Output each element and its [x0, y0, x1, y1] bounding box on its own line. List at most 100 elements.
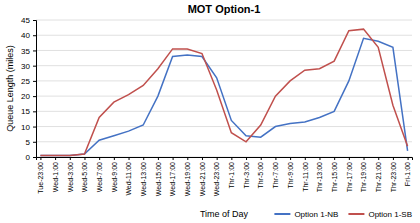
- x-tick-label: Thr-21:00: [375, 162, 382, 192]
- x-tick: Tue-23:00: [37, 157, 44, 194]
- x-tick-mark: [378, 157, 379, 160]
- grid-line: [36, 80, 412, 81]
- x-tick: Thr-1:00: [228, 157, 235, 188]
- x-tick: Wed-5:00: [81, 157, 88, 192]
- y-tick: 40: [21, 31, 36, 40]
- x-tick-mark: [319, 157, 320, 160]
- x-tick-mark: [393, 157, 394, 160]
- y-tick: 0: [26, 153, 36, 162]
- x-tick-label: Thr-7:00: [272, 162, 279, 189]
- legend-label: Option 1-NB: [294, 210, 338, 219]
- y-tick-label: 45: [21, 16, 30, 25]
- x-tick: Wed-11:00: [125, 157, 132, 196]
- chart: 0 5 10 15 20 25 30 35 40 45 Tue-23:00 Wed-1:00 Wed-3…: [0, 0, 420, 223]
- grid: [36, 20, 412, 157]
- plot: 0 5 10 15 20 25 30 35 40 45 Tue-23:00 Wed-1:00 Wed-3…: [21, 16, 412, 196]
- x-tick-label: Wed-7:00: [96, 162, 103, 192]
- y-tick-mark: [33, 81, 36, 82]
- grid-line: [36, 126, 412, 127]
- x-tick: Thr-11:00: [302, 157, 309, 192]
- x-tick-mark: [349, 157, 350, 160]
- x-tick: Thr-9:00: [287, 157, 294, 188]
- x-tick-mark: [114, 157, 115, 160]
- series-line: [40, 38, 407, 155]
- y-tick: 20: [21, 92, 36, 101]
- y-tick-mark: [33, 142, 36, 143]
- y-tick: 45: [21, 16, 36, 25]
- x-tick-label: Wed-3:00: [67, 162, 74, 192]
- y-tick: 30: [21, 62, 36, 71]
- x-tick: Wed-19:00: [184, 157, 191, 196]
- grid-line: [36, 65, 412, 66]
- x-tick-label: Wed-17:00: [169, 162, 176, 196]
- x-tick: Wed-3:00: [67, 157, 74, 192]
- x-tick: Thr-7:00: [272, 157, 279, 188]
- x-tick-label: Wed-21:00: [199, 162, 206, 196]
- x-tick: Thr-21:00: [375, 157, 382, 192]
- title: MOT Option-1: [188, 3, 261, 15]
- x-axis-title: Time of Day: [200, 209, 249, 219]
- x-tick: Wed-1:00: [52, 157, 59, 192]
- x-tick: Wed-23:00: [213, 157, 220, 196]
- x-tick: Wed-9:00: [111, 157, 118, 192]
- grid-line: [36, 35, 412, 36]
- y-tick-mark: [33, 50, 36, 51]
- lines: [40, 29, 407, 155]
- y-tick: 35: [21, 47, 36, 56]
- x-tick-label: Wed-5:00: [81, 162, 88, 192]
- x-tick-mark: [334, 157, 335, 160]
- x-tick: Wed-21:00: [199, 157, 206, 196]
- legend: Option 1-NB Option 1-SB: [274, 210, 412, 219]
- x-tick-label: Wed-9:00: [111, 162, 118, 192]
- x-tick-mark: [143, 157, 144, 160]
- x-tick: Thr-5:00: [257, 157, 264, 188]
- legend-label: Option 1-SB: [368, 210, 412, 219]
- y-tick: 5: [26, 138, 36, 147]
- grid-line: [36, 20, 412, 21]
- x-tick-label: Thr-3:00: [243, 162, 250, 189]
- legend-swatch: [274, 213, 290, 215]
- x-axis: Tue-23:00 Wed-1:00 Wed-3:00 Wed-5:00 Wed-7:0…: [37, 157, 413, 196]
- x-tick: Fri-1:00: [404, 157, 411, 186]
- y-tick-label: 25: [21, 77, 30, 86]
- x-tick-label: Thr-13:00: [316, 162, 323, 192]
- x-tick: Thr-19:00: [360, 157, 367, 192]
- x-tick-mark: [364, 157, 365, 160]
- y-tick-mark: [33, 111, 36, 112]
- x-tick-label: Thr-15:00: [331, 162, 338, 192]
- grid-line: [36, 141, 412, 142]
- x-tick-mark: [55, 157, 56, 160]
- axis-domain: [33, 21, 37, 158]
- x-tick: Thr-13:00: [316, 157, 323, 192]
- x-tick-label: Thr-1:00: [228, 162, 235, 189]
- x-tick-label: Fri-1:00: [404, 162, 411, 186]
- y-tick-mark: [33, 66, 36, 67]
- x-tick-label: Thr-19:00: [360, 162, 367, 192]
- x-tick-mark: [246, 157, 247, 160]
- series-line: [40, 29, 407, 155]
- y-tick-mark: [33, 157, 36, 158]
- x-tick-label: Thr-17:00: [346, 162, 353, 192]
- y-tick-mark: [33, 20, 36, 21]
- legend-item: Option 1-SB: [348, 210, 412, 219]
- axis-domain: [37, 158, 413, 161]
- x-tick-mark: [187, 157, 188, 160]
- x-tick: Wed-15:00: [155, 157, 162, 196]
- y-tick-label: 0: [26, 153, 31, 162]
- x-tick-mark: [408, 157, 409, 160]
- y-tick-label: 20: [21, 92, 30, 101]
- x-tick-mark: [290, 157, 291, 160]
- y-tick-label: 10: [21, 123, 30, 132]
- x-tick-label: Tue-23:00: [37, 162, 44, 194]
- y-tick: 25: [21, 77, 36, 86]
- x-tick-label: Wed-13:00: [140, 162, 147, 196]
- x-tick: Wed-7:00: [96, 157, 103, 192]
- grid-line: [36, 50, 412, 51]
- x-tick: Thr-23:00: [390, 157, 397, 192]
- x-tick-mark: [173, 157, 174, 160]
- x-tick-mark: [261, 157, 262, 160]
- y-tick-mark: [33, 127, 36, 128]
- legend-swatch: [348, 213, 364, 215]
- y-tick: 15: [21, 107, 36, 116]
- x-tick-label: Wed-1:00: [52, 162, 59, 192]
